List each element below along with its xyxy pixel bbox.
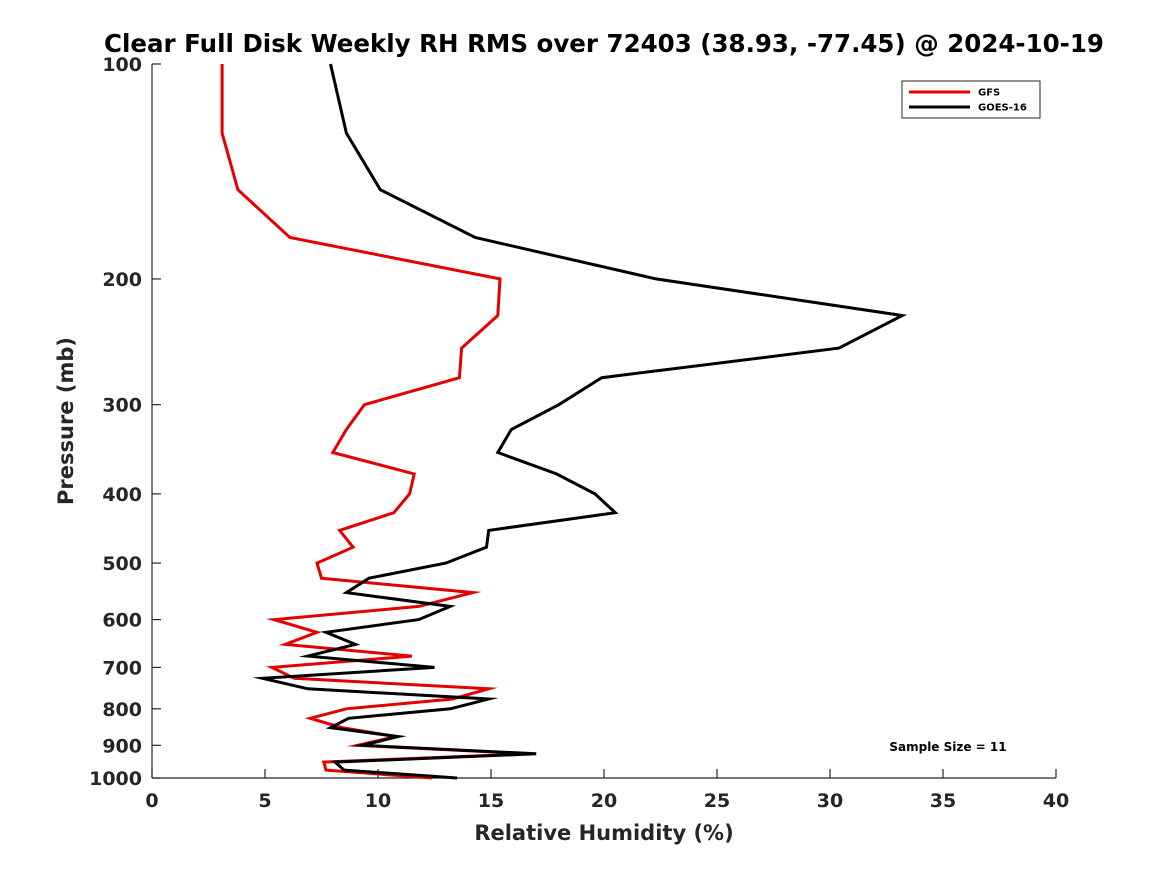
legend-box <box>901 80 1041 119</box>
y-tick-label: 300 <box>102 395 142 417</box>
y-tick-label: 400 <box>102 484 142 506</box>
y-tick-label: 500 <box>102 553 142 575</box>
chart-title: Clear Full Disk Weekly RH RMS over 72403… <box>104 29 1104 58</box>
series-layer <box>220 63 908 780</box>
x-tick-label: 15 <box>478 790 504 812</box>
legend-label-goes-16: GOES-16 <box>978 103 1027 114</box>
series-line-goes-16 <box>252 63 908 780</box>
y-tick-label: 800 <box>102 699 142 721</box>
y-tick-label: 600 <box>102 610 142 632</box>
legend-label-gfs: GFS <box>978 88 1000 99</box>
x-tick-label: 10 <box>365 790 391 812</box>
y-tick-label: 1000 <box>89 768 142 790</box>
y-tick-label: 700 <box>102 657 142 679</box>
x-tick-label: 30 <box>817 790 843 812</box>
y-tick-label: 100 <box>102 54 142 76</box>
x-tick-label: 40 <box>1043 790 1069 812</box>
x-tick-label: 0 <box>145 790 158 812</box>
x-tick-label: 35 <box>930 790 956 812</box>
y-tick-label: 200 <box>102 269 142 291</box>
axes: 0 5 10 15 20 25 30 35 40 100 200 300 400 500 600 700 800… <box>89 54 1069 812</box>
x-axis-label: Relative Humidity (%) <box>474 821 733 845</box>
x-tick-label: 20 <box>591 790 617 812</box>
y-axis-label: Pressure (mb) <box>54 337 78 505</box>
sample-size-annotation: Sample Size = 11 <box>889 740 1006 754</box>
x-tick-label: 5 <box>258 790 271 812</box>
x-tick-label: 25 <box>704 790 730 812</box>
y-tick-label: 900 <box>102 735 142 757</box>
legend: GFS GOES-16 <box>901 80 1041 119</box>
